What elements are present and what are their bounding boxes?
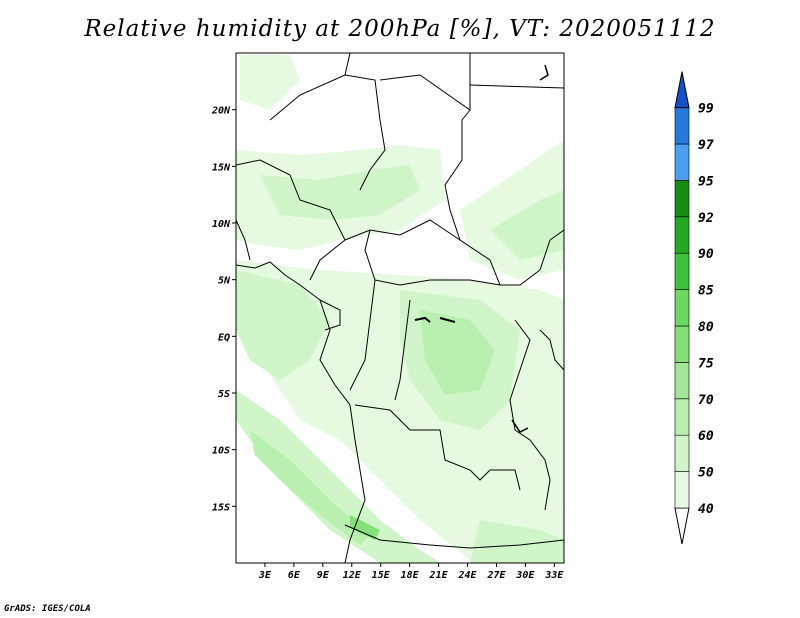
colorbar-label: 75 xyxy=(698,356,714,371)
colorbar-label: 92 xyxy=(698,211,714,226)
colorbar-segment xyxy=(674,362,690,400)
humidity-field xyxy=(236,53,564,563)
colorbar-segment xyxy=(674,289,690,327)
colorbar-label: 70 xyxy=(698,393,714,408)
colorbar-label: 60 xyxy=(698,429,714,444)
grads-credit: GrADS: IGES/COLA xyxy=(4,604,91,614)
colorbar-segment xyxy=(674,325,690,363)
colorbar-segment xyxy=(674,107,690,145)
colorbar-label: 50 xyxy=(698,466,714,481)
colorbar-label: 40 xyxy=(698,502,714,517)
lon-tick-label: 15E xyxy=(372,570,391,581)
lat-tick-label: 10N xyxy=(212,219,231,230)
colorbar-upper-arrow xyxy=(674,71,690,109)
latitude-axis: 20N 15N 10N 5N EQ 5S 10S 15S xyxy=(211,106,236,513)
longitude-axis: 3E 6E 9E 12E 15E 18E 21E 24E 27E 30E 33E xyxy=(258,563,564,581)
colorbar-segment xyxy=(674,216,690,254)
colorbar-label: 80 xyxy=(698,320,714,335)
colorbar-label: 85 xyxy=(698,284,714,299)
colorbar-lower-arrow xyxy=(674,507,690,545)
colorbar-label: 97 xyxy=(698,138,714,153)
lon-tick-label: 30E xyxy=(515,570,535,581)
lon-tick-label: 33E xyxy=(544,570,564,581)
lat-tick-label: 10S xyxy=(212,446,230,457)
colorbar-segment xyxy=(674,471,690,509)
lon-tick-label: 24E xyxy=(457,570,477,581)
lon-tick-label: 3E xyxy=(258,570,272,581)
lon-tick-label: 21E xyxy=(429,570,449,581)
map-frame xyxy=(235,52,565,564)
colorbar-label: 90 xyxy=(698,247,714,262)
lon-tick-label: 6E xyxy=(288,570,301,581)
lat-tick-label: 5S xyxy=(218,389,230,400)
colorbar-segment xyxy=(674,398,690,436)
lat-tick-label: 5N xyxy=(218,276,231,287)
colorbar-segment xyxy=(674,252,690,290)
lat-tick-label: 15N xyxy=(212,162,231,173)
lon-tick-label: 27E xyxy=(486,570,506,581)
colorbar-segment xyxy=(674,434,690,472)
colorbar-segment xyxy=(674,143,690,181)
lon-tick-label: 9E xyxy=(317,570,330,581)
country-borders xyxy=(236,53,564,563)
colorbar-segment xyxy=(674,180,690,218)
colorbar-label: 95 xyxy=(698,174,714,189)
colorbar: 40 50 60 70 75 80 85 90 92 95 97 99 xyxy=(674,71,714,545)
colorbar-label: 99 xyxy=(698,102,714,117)
lat-tick-label: 20N xyxy=(211,106,231,117)
lat-tick-label: EQ xyxy=(218,332,230,343)
lat-tick-label: 15S xyxy=(212,502,230,513)
map-title: Relative humidity at 200hPa [%], VT: 202… xyxy=(84,16,716,42)
lon-tick-label: 18E xyxy=(401,570,420,581)
lon-tick-label: 12E xyxy=(343,570,362,581)
